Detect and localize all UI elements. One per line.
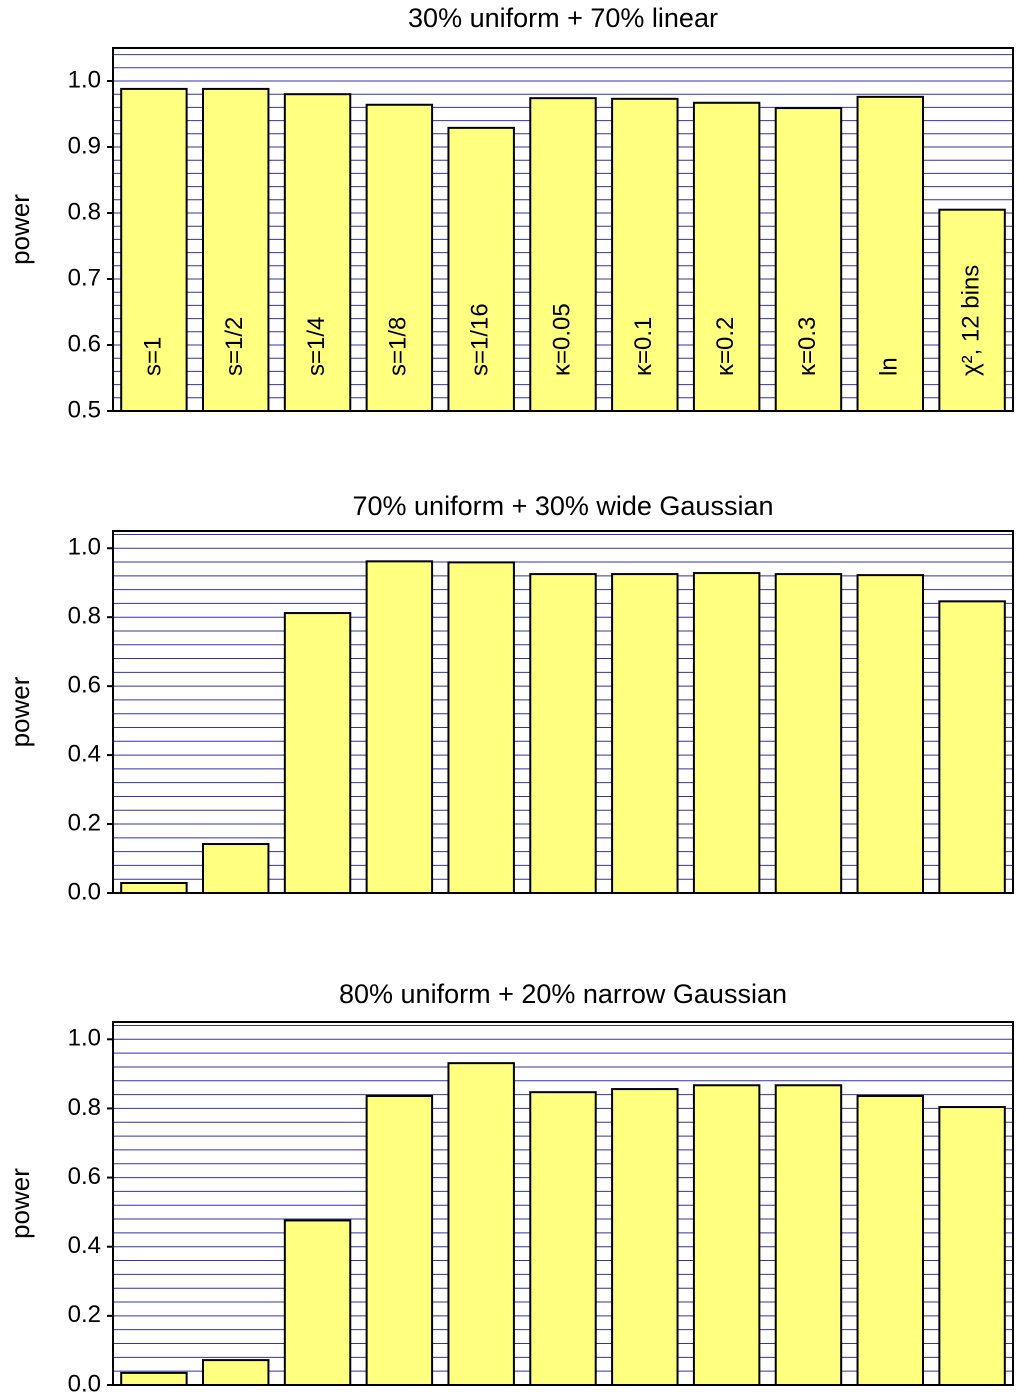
y-axis-label: power xyxy=(5,194,35,265)
bar xyxy=(120,1371,188,1387)
bar xyxy=(283,612,352,894)
category-label: s=1/2 xyxy=(221,317,248,376)
bar xyxy=(365,560,434,894)
category-label: κ=0.1 xyxy=(630,317,657,376)
bar xyxy=(856,1094,925,1387)
y-tick-label: 0.9 xyxy=(68,132,101,159)
chart-title: 80% uniform + 20% narrow Gaussian xyxy=(339,979,787,1009)
y-tick-label: 0.8 xyxy=(68,1094,101,1121)
y-tick-label: 0.2 xyxy=(68,1301,101,1328)
bar xyxy=(202,1359,270,1386)
bar xyxy=(692,572,761,895)
bar xyxy=(529,1091,597,1387)
y-tick-label: 0.2 xyxy=(68,809,101,836)
bar xyxy=(120,87,188,412)
y-tick-label: 0.0 xyxy=(68,1370,101,1397)
bar xyxy=(938,1106,1006,1386)
y-tick-label: 0.4 xyxy=(68,740,101,767)
y-tick-label: 0.6 xyxy=(68,330,101,357)
category-label: κ=0.05 xyxy=(548,303,575,376)
y-axis-label: power xyxy=(5,676,35,747)
y-tick-label: 0.7 xyxy=(68,264,101,291)
category-label: s=1 xyxy=(139,337,166,376)
plot-frame xyxy=(112,47,1014,412)
y-tick-label: 0.6 xyxy=(68,1163,101,1190)
bar xyxy=(938,600,1006,894)
category-label: s=1/4 xyxy=(303,317,330,376)
plot-frame xyxy=(112,1021,1014,1386)
bar xyxy=(529,97,597,412)
bar xyxy=(774,107,843,412)
category-label: κ=0.2 xyxy=(712,317,739,376)
chart-title: 70% uniform + 30% wide Gaussian xyxy=(353,491,774,521)
bar xyxy=(365,1094,434,1387)
y-axis-label: power xyxy=(5,1168,35,1239)
bar xyxy=(774,1084,843,1387)
bar xyxy=(856,574,925,894)
bar xyxy=(611,573,679,894)
plot-frame xyxy=(112,530,1014,894)
category-label: χ², 12 bins xyxy=(957,265,984,376)
y-tick-label: 1.0 xyxy=(68,534,101,561)
bar xyxy=(692,1084,761,1387)
y-tick-label: 0.6 xyxy=(68,671,101,698)
bar xyxy=(529,573,597,894)
y-tick-label: 1.0 xyxy=(68,66,101,93)
y-tick-label: 0.0 xyxy=(68,878,101,905)
bar xyxy=(283,1219,352,1386)
category-label: s=1/8 xyxy=(385,317,412,376)
bar xyxy=(120,882,188,894)
bar xyxy=(611,97,679,412)
category-label: ln xyxy=(876,357,903,376)
bar xyxy=(774,573,843,894)
y-tick-label: 0.5 xyxy=(68,396,101,423)
bar xyxy=(447,1062,515,1386)
bar xyxy=(447,126,515,413)
bar xyxy=(938,208,1006,412)
bar xyxy=(202,843,270,895)
category-label: s=1/16 xyxy=(467,303,494,376)
bar xyxy=(365,103,434,412)
bar xyxy=(692,101,761,412)
bar xyxy=(202,87,270,412)
chart-title: 30% uniform + 70% linear xyxy=(408,3,718,33)
y-tick-label: 0.8 xyxy=(68,603,101,630)
y-tick-label: 0.8 xyxy=(68,198,101,225)
bar xyxy=(856,95,925,412)
bar xyxy=(447,561,515,895)
y-tick-label: 1.0 xyxy=(68,1025,101,1052)
bar xyxy=(611,1088,679,1387)
category-label: κ=0.3 xyxy=(794,317,821,376)
y-tick-label: 0.4 xyxy=(68,1232,101,1259)
